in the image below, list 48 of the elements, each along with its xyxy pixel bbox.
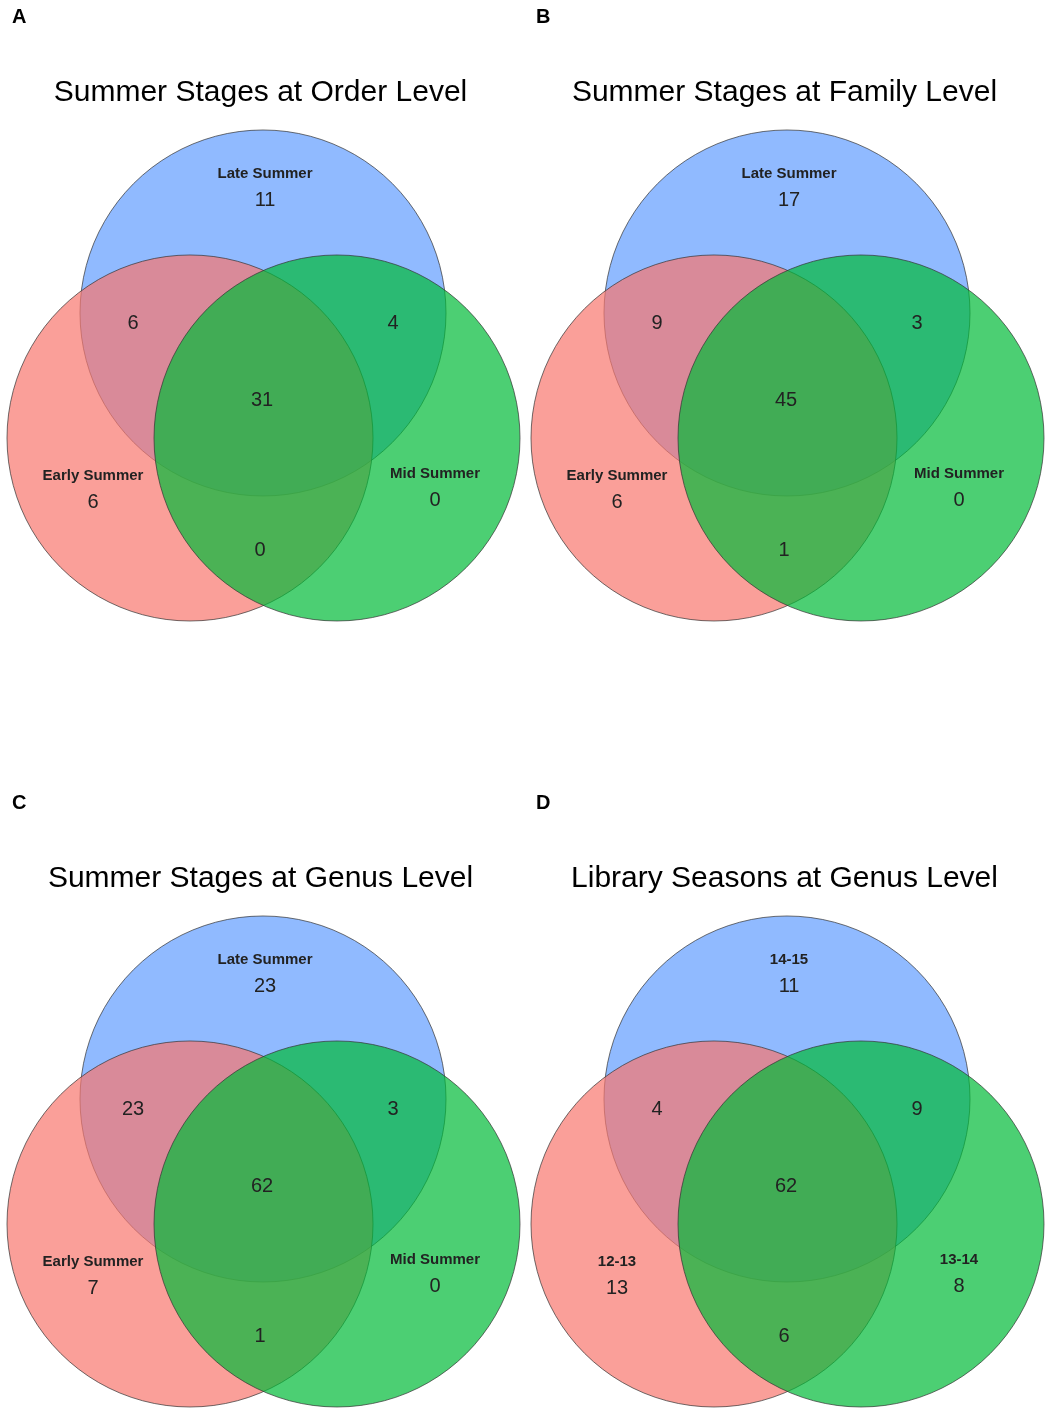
category-label: 13-14 (939, 1249, 979, 1267)
text: Summer Stages at Order Level (53, 73, 468, 107)
data-label: 0 (429, 488, 441, 510)
data-label: 17 (777, 188, 801, 210)
text: 9 (651, 311, 663, 333)
data-label: 0 (953, 488, 965, 510)
category-label: Late Summer (741, 163, 837, 181)
text: 3 (911, 311, 923, 333)
text: 9 (911, 1097, 923, 1119)
category-label: Late Summer (217, 949, 313, 967)
category-label: 12-13 (597, 1251, 637, 1269)
data-label: 6 (87, 490, 99, 512)
data-label: 11 (254, 188, 276, 210)
text: 6 (127, 311, 139, 333)
text: 3 (387, 1097, 399, 1119)
text: 0 (254, 538, 266, 560)
text: B (536, 5, 551, 27)
text: 62 (774, 1174, 798, 1196)
category-label: Early Summer (42, 465, 144, 483)
data-label: 13 (605, 1276, 629, 1298)
text: 4 (651, 1097, 663, 1119)
text: 6 (778, 1324, 790, 1346)
data-label: 11 (778, 974, 800, 996)
text: 31 (250, 388, 274, 410)
category-label: Mid Summer (913, 463, 1005, 481)
text: Summer Stages at Family Level (571, 73, 998, 107)
text: 4 (387, 311, 399, 333)
text: D (536, 791, 551, 813)
category-label: Early Summer (566, 465, 668, 483)
text: Library Seasons at Genus Level (571, 859, 998, 893)
text: 62 (250, 1174, 274, 1196)
text: 23 (121, 1097, 145, 1119)
text: C (12, 791, 27, 813)
data-label: 6 (611, 490, 623, 512)
data-label: 8 (953, 1274, 965, 1296)
category-label: Early Summer (42, 1251, 144, 1269)
data-label: 7 (87, 1276, 99, 1298)
category-label: Late Summer (217, 163, 313, 181)
category-label: 14-15 (769, 949, 809, 967)
text: 1 (778, 538, 790, 560)
category-label: Mid Summer (389, 1249, 481, 1267)
category-label: Mid Summer (389, 463, 481, 481)
text: Summer Stages at Genus Level (47, 859, 474, 893)
text: 1 (254, 1324, 266, 1346)
text: A (12, 5, 27, 27)
data-label: 23 (253, 974, 277, 996)
text: 45 (774, 388, 798, 410)
data-label: 0 (429, 1274, 441, 1296)
